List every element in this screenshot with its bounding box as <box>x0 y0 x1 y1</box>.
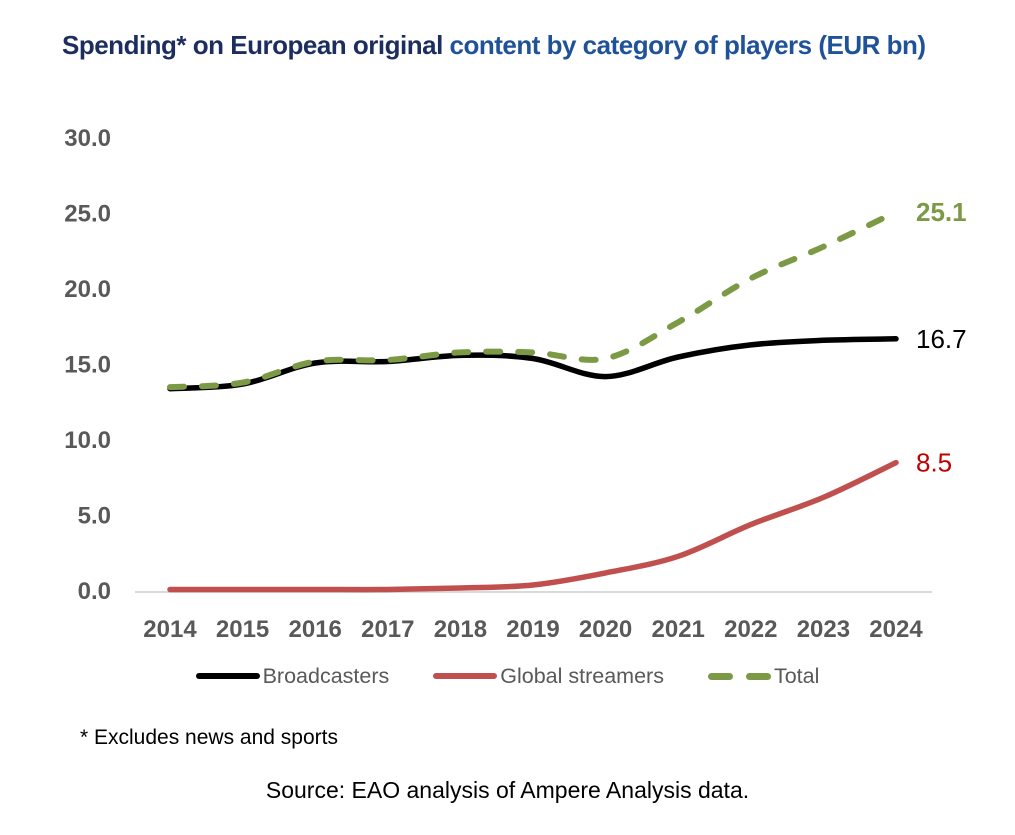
x-axis-tick-label: 2024 <box>869 616 923 643</box>
legend-dashed-line-swatch <box>707 672 771 680</box>
series-line-global-streamers <box>167 459 899 593</box>
x-axis-tick-label: 2021 <box>652 616 705 643</box>
x-axis-tick-label: 2017 <box>361 616 414 643</box>
y-axis-tick-label: 20.0 <box>64 276 111 303</box>
y-axis-tick-label: 30.0 <box>64 125 111 152</box>
x-axis-tick-label: 2020 <box>579 616 632 643</box>
y-axis-tick-label: 25.0 <box>64 201 111 228</box>
x-axis-tick-label: 2015 <box>216 616 269 643</box>
legend-item-total: Total <box>707 663 820 689</box>
x-axis-tick-label: 2018 <box>434 616 487 643</box>
y-axis-tick-label: 10.0 <box>64 427 111 454</box>
chart-legend: Broadcasters Global streamers Total <box>0 660 1015 692</box>
source-caption: Source: EAO analysis of Ampere Analysis … <box>265 777 750 803</box>
footnote: * Excludes news and sports <box>80 726 338 749</box>
x-axis-tick-label: 2023 <box>797 616 850 643</box>
series-line-broadcasters <box>167 336 899 392</box>
chart-title-primary: Spending* on European original <box>62 30 450 60</box>
x-axis-tick-label: 2014 <box>143 616 197 643</box>
x-axis-tick-label: 2019 <box>506 616 559 643</box>
y-axis-tick-label: 0.0 <box>78 578 111 605</box>
x-axis-tick-label: 2016 <box>289 616 342 643</box>
y-axis-tick-label: 5.0 <box>78 503 111 530</box>
legend-label: Broadcasters <box>262 663 390 688</box>
legend-line-swatch <box>195 673 260 679</box>
legend-label: Total <box>773 663 820 688</box>
x-axis-tick-label: 2022 <box>724 616 777 643</box>
chart-title-secondary: content by category of players (EUR bn) <box>449 30 927 60</box>
legend-item-global-streamers: Global streamers <box>433 664 664 689</box>
legend-dash-segment <box>745 672 771 680</box>
legend-item-broadcasters: Broadcasters <box>195 663 390 689</box>
y-axis-tick-label: 15.0 <box>64 352 111 379</box>
value-label-total: 25.1 <box>916 197 967 227</box>
value-label-broadcasters: 16.7 <box>916 324 967 354</box>
series-line-total <box>167 209 899 391</box>
legend-dash-segment <box>707 672 733 680</box>
legend-label: Global streamers <box>500 663 664 688</box>
chart-title: Spending* on European original content b… <box>62 30 926 61</box>
legend-line-swatch <box>433 673 498 679</box>
value-label-global-streamers: 8.5 <box>916 448 952 478</box>
